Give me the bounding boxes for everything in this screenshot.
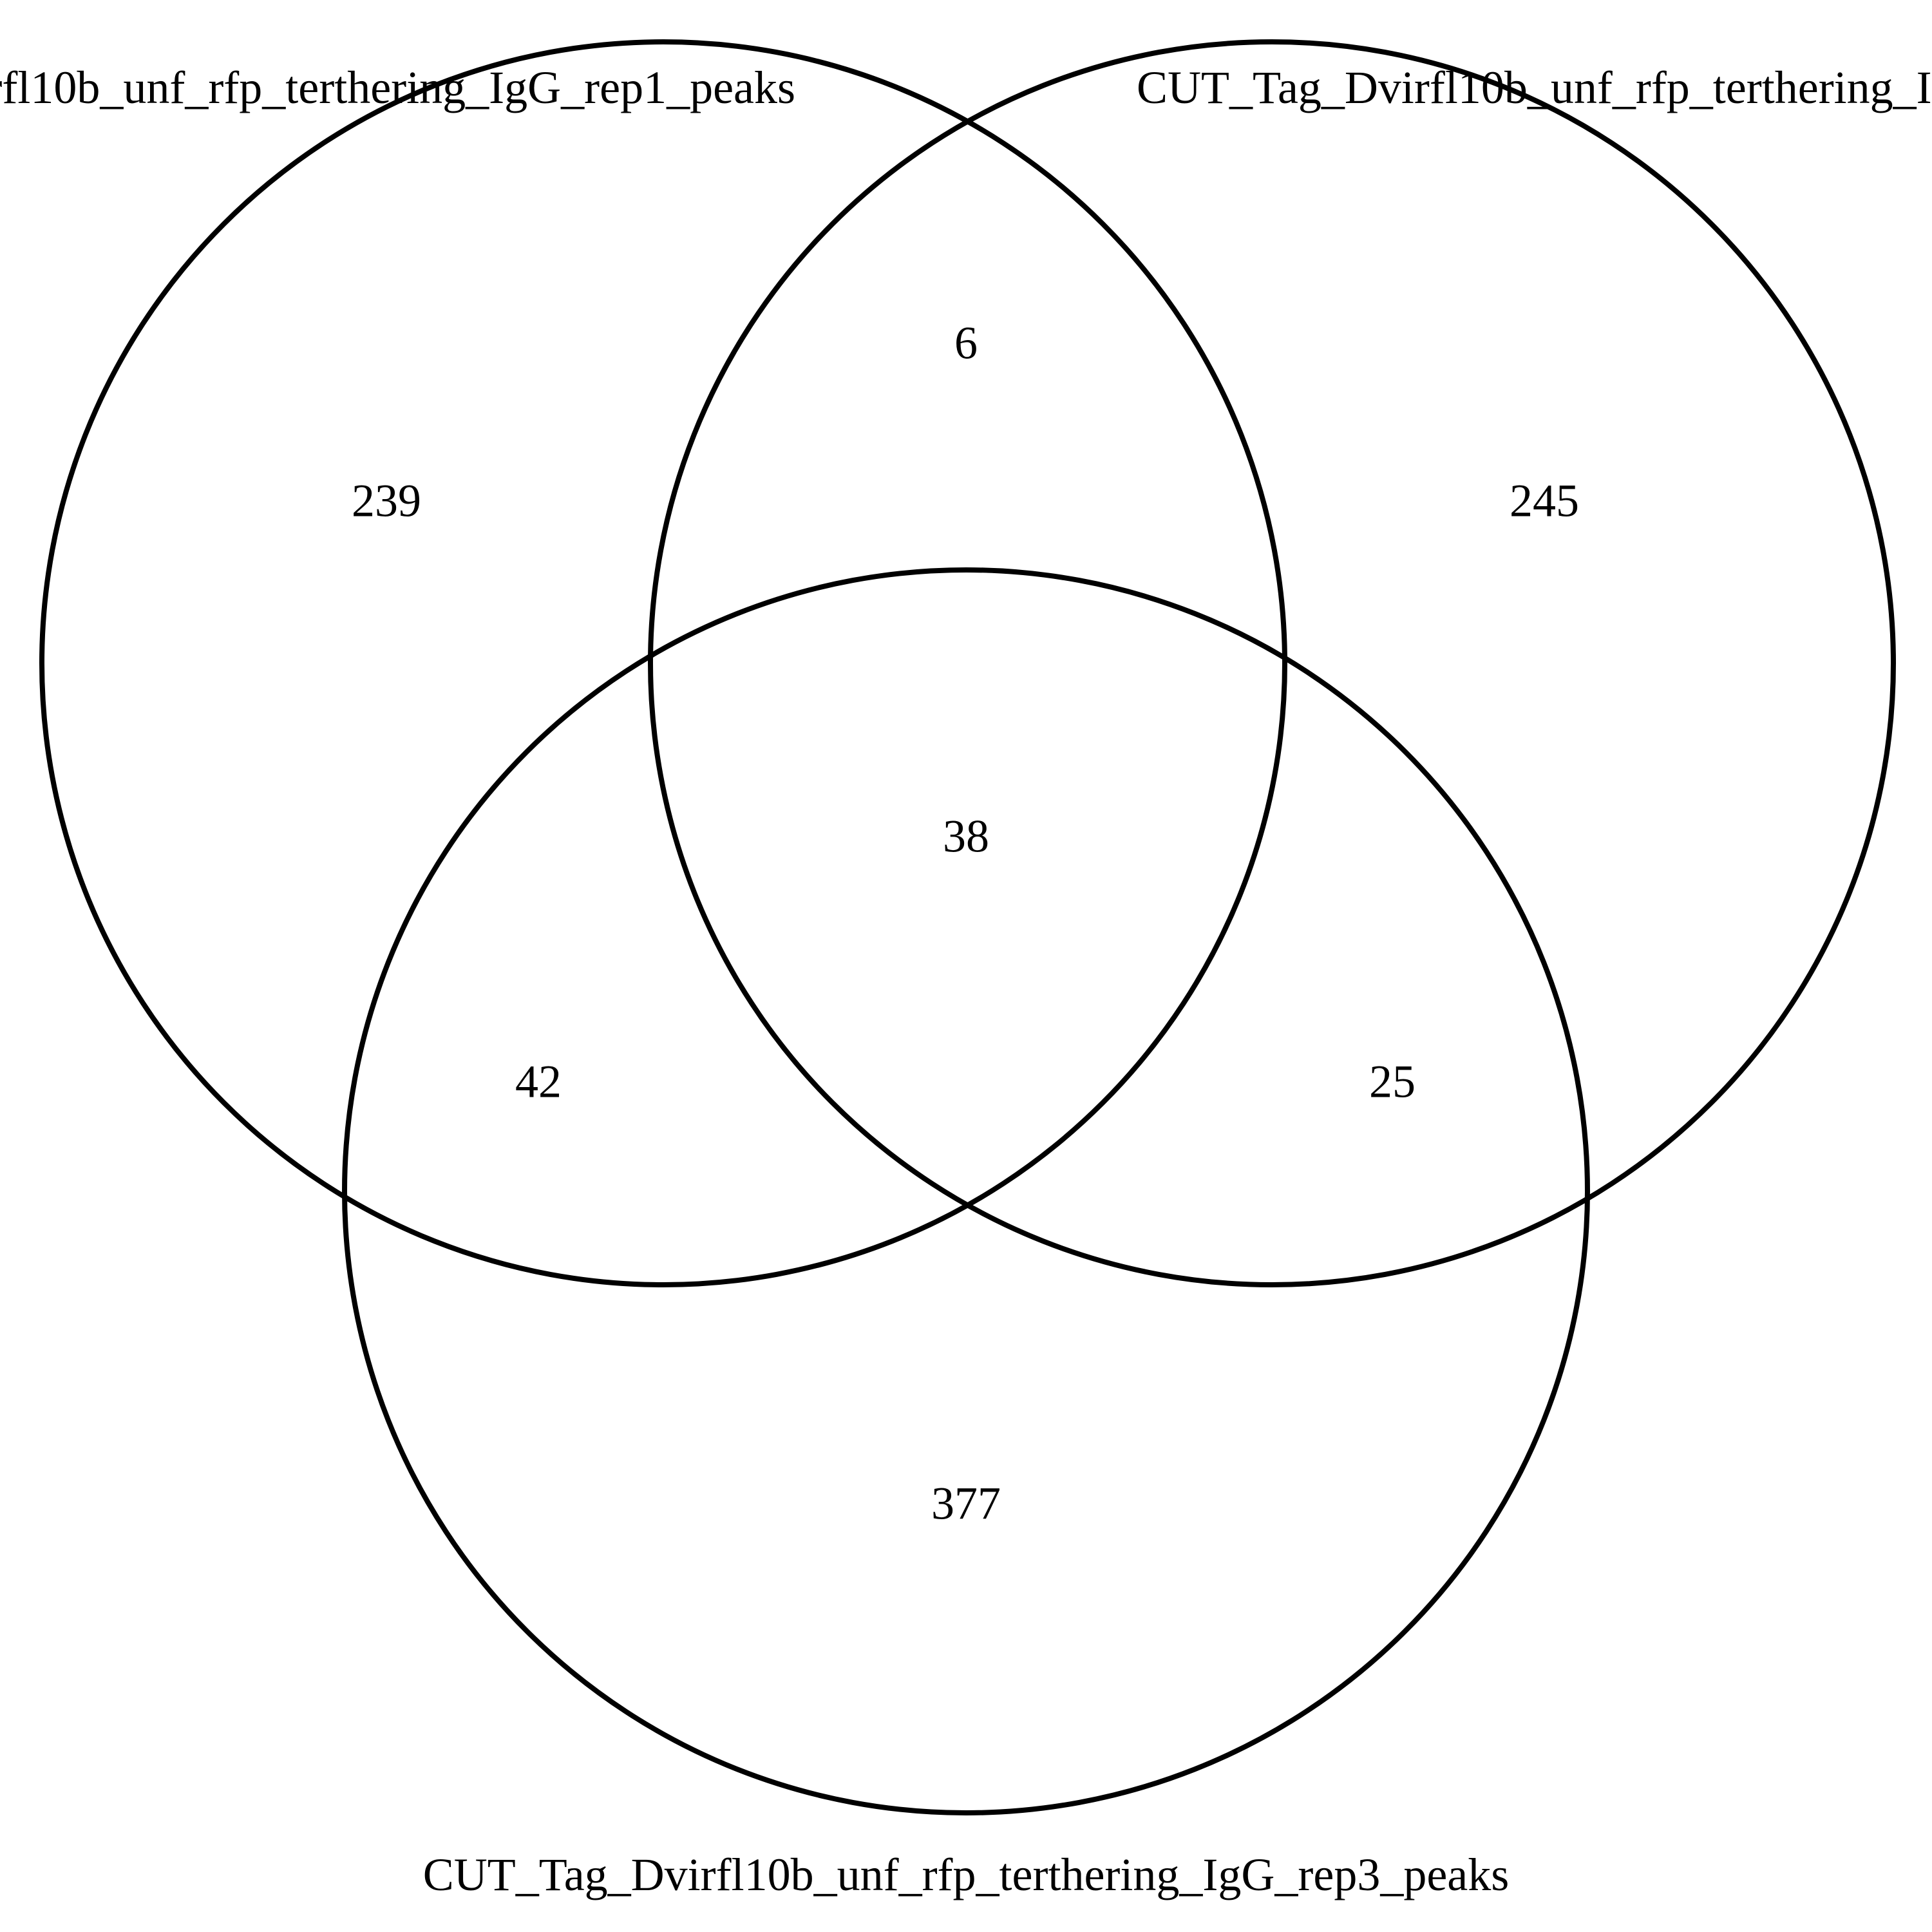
set-a-label: CUT_Tag_Dvirfl10b_unf_rfp_terthering_IgG… bbox=[0, 62, 795, 113]
region-c-only-count: 377 bbox=[931, 1478, 1001, 1530]
region-b-only-count: 245 bbox=[1510, 475, 1579, 527]
region-a-c-count: 42 bbox=[515, 1056, 562, 1108]
set-c-label: CUT_Tag_Dvirfl10b_unf_rfp_terthering_IgG… bbox=[423, 1849, 1510, 1900]
set-c-circle bbox=[342, 567, 1590, 1815]
set-a-circle bbox=[39, 39, 1287, 1287]
set-b-label: CUT_Tag_Dvirfl10b_unf_rfp_terthering_IgG… bbox=[1137, 62, 1932, 113]
region-a-b-count: 6 bbox=[954, 317, 978, 369]
set-b-circle bbox=[648, 39, 1896, 1287]
region-a-only-count: 239 bbox=[352, 475, 421, 527]
region-a-b-c-count: 38 bbox=[943, 811, 989, 862]
region-b-c-count: 25 bbox=[1369, 1056, 1416, 1108]
